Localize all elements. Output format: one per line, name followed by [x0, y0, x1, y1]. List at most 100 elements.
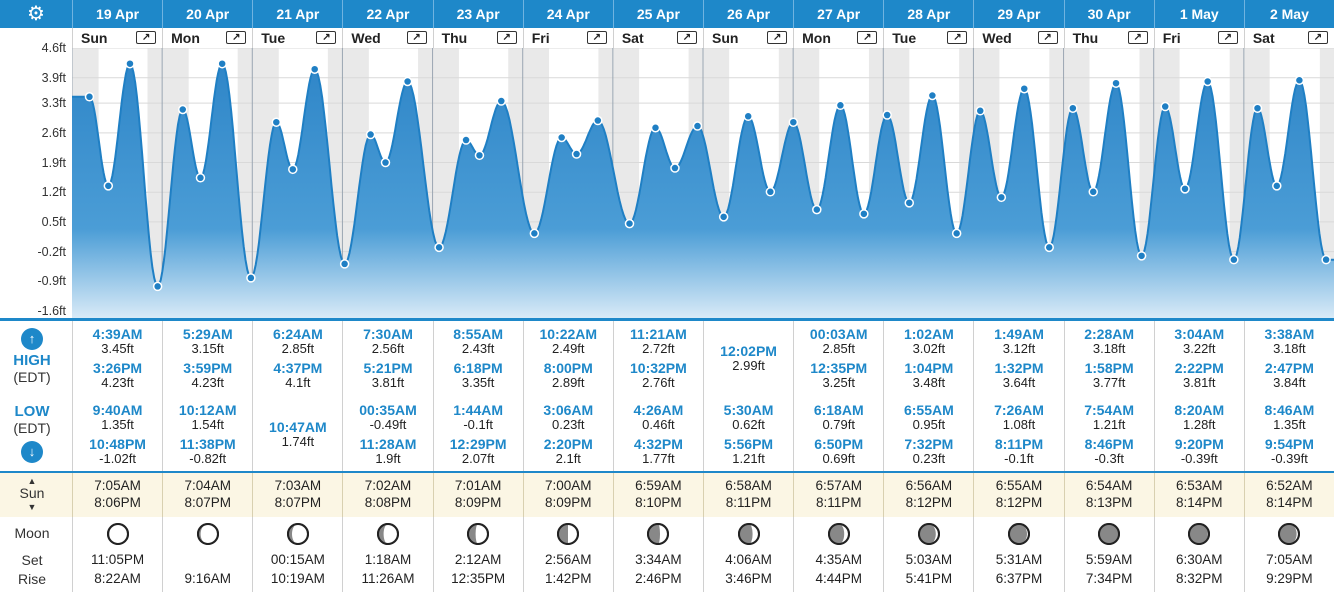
tide-point	[904, 198, 915, 208]
moon-rise-time: 3:46PM	[725, 571, 772, 586]
day-header: 27 Apr Mon ↗	[793, 0, 884, 48]
expand-icon[interactable]: ↗	[136, 31, 157, 44]
weekday-label: Mon	[802, 30, 831, 46]
gear-icon[interactable]: ⚙	[0, 0, 72, 28]
tide-time: 8:46PM	[1084, 436, 1134, 452]
expand-icon[interactable]: ↗	[1217, 31, 1238, 44]
tide-time: 8:11PM	[994, 436, 1044, 452]
moon-set-time: 11:05PM	[91, 552, 145, 567]
expand-icon[interactable]: ↗	[857, 31, 878, 44]
expand-icon[interactable]: ↗	[1307, 31, 1328, 44]
tide-time: 2:22PM	[1174, 360, 1224, 376]
day-date: 20 Apr	[162, 0, 253, 28]
tide-time: 8:46AM	[1264, 402, 1315, 418]
high-tide-entry: 2:47PM 3.84ft	[1245, 361, 1334, 390]
sun-day-column: 6:59AM 8:10PM	[612, 473, 703, 517]
expand-icon[interactable]: ↗	[496, 31, 517, 44]
moon-set-time: 2:12AM	[454, 552, 502, 567]
expand-icon[interactable]: ↗	[1127, 31, 1148, 44]
tide-area	[72, 63, 1334, 318]
tide-height: -0.1ft	[1004, 451, 1034, 466]
moon-phase-icon	[1098, 523, 1121, 545]
high-tide-entry: 3:04AM 3.22ft	[1155, 327, 1244, 356]
low-tide-entry: 2:20PM 2.1ft	[524, 437, 613, 466]
weekday-label: Tue	[261, 30, 286, 46]
tide-point	[975, 106, 986, 116]
moon-day-column: 4:06AM 3:46PM	[703, 517, 793, 592]
day-date: 25 Apr	[612, 0, 703, 28]
header-corner	[0, 28, 72, 48]
moon-rise-time: 6:37PM	[995, 571, 1043, 586]
tide-point	[309, 64, 320, 74]
moon-rise-time: 10:19AM	[270, 571, 325, 586]
tide-height: 3.84ft	[1273, 375, 1306, 390]
moon-phase-icon	[106, 523, 129, 545]
high-tide-entry: 10:22AM 2.49ft	[524, 327, 613, 356]
sun-day-column: 6:54AM 8:13PM	[1063, 473, 1154, 517]
expand-icon[interactable]: ↗	[586, 31, 607, 44]
expand-icon[interactable]: ↗	[226, 31, 247, 44]
low-tide-entry: 7:26AM 1.08ft	[974, 403, 1063, 432]
day-weekday: Mon ↗	[162, 28, 253, 48]
tide-point	[177, 104, 188, 115]
expand-icon[interactable]: ↗	[947, 31, 968, 44]
tide-height: 2.89ft	[552, 375, 585, 390]
high-tide-entry: 7:30AM 2.56ft	[343, 327, 432, 356]
day-header: 1 May Fri ↗	[1153, 0, 1244, 48]
sunrise-time: 6:57AM	[815, 478, 862, 493]
tide-day-column: 1:02AM 3.02ft 1:04PM 3.48ft 6:55AM 0.95ft 7:32…	[883, 321, 973, 471]
expand-icon[interactable]: ↗	[316, 31, 337, 44]
tide-time: 4:32PM	[633, 436, 683, 452]
tide-time: 6:50PM	[814, 436, 864, 452]
tide-point	[835, 100, 846, 111]
low-tide-entry: 8:11PM -0.1ft	[974, 437, 1063, 466]
moon-day-column: 3:34AM 2:46PM	[612, 517, 703, 592]
tide-point	[1044, 242, 1054, 253]
tide-time: 2:28AM	[1084, 326, 1135, 342]
low-tide-entry: 5:56PM 1.21ft	[704, 437, 793, 466]
moon-phase-icon	[376, 523, 399, 545]
tide-height: 1.21ft	[1092, 417, 1126, 432]
tide-point	[788, 117, 799, 127]
tide-point	[496, 96, 507, 106]
high-tide-entry: 1:58PM 3.77ft	[1065, 361, 1154, 390]
arrow-up-icon[interactable]: ↑	[21, 328, 43, 350]
expand-icon[interactable]: ↗	[406, 31, 427, 44]
tide-height: -1.02ft	[99, 451, 136, 466]
tide-time: 1:04PM	[904, 360, 954, 376]
moon-day-column: 1:18AM 11:26AM	[342, 517, 432, 592]
tide-point	[1160, 101, 1170, 112]
tide-height: -0.3ft	[1094, 451, 1124, 466]
expand-icon[interactable]: ↗	[676, 31, 697, 44]
tide-point	[1272, 181, 1282, 191]
weekday-label: Wed	[982, 30, 1012, 46]
tide-time: 3:38AM	[1264, 326, 1315, 342]
high-tide-entry: 4:39AM 3.45ft	[73, 327, 162, 356]
expand-icon[interactable]: ↗	[767, 31, 788, 44]
tide-point	[670, 163, 680, 173]
tide-time: 6:24AM	[272, 326, 323, 342]
arrow-down-icon[interactable]: ↓	[21, 441, 43, 463]
sun-label: Sun	[19, 485, 45, 501]
moon-rise-time: 8:32PM	[1176, 571, 1223, 586]
sun-day-column: 7:02AM 8:08PM	[342, 473, 432, 517]
tide-point	[434, 242, 444, 253]
high-tide-entry: 1:04PM 3.48ft	[884, 361, 973, 390]
tide-point	[1068, 103, 1078, 113]
sun-day-column: 7:03AM 8:07PM	[252, 473, 342, 517]
tide-height: 3.18ft	[1273, 341, 1306, 356]
weekday-label: Thu	[1072, 30, 1099, 46]
moon-set-time: 5:31AM	[995, 552, 1043, 567]
moon-rise-time: 2:46PM	[635, 571, 682, 586]
sun-day-column: 7:05AM 8:06PM	[72, 473, 162, 517]
sun-day-column: 6:58AM 8:11PM	[703, 473, 793, 517]
day-weekday: Tue ↗	[883, 28, 974, 48]
sun-label-box: Sun ▲ ▼	[0, 473, 64, 517]
low-tide-entry: 10:48PM -1.02ft	[73, 437, 162, 466]
low-tide-entry: 1:44AM -0.1ft	[434, 403, 523, 432]
sunrise-time: 6:54AM	[1085, 478, 1133, 493]
moon-phase-icon	[737, 523, 760, 545]
expand-icon[interactable]: ↗	[1037, 31, 1058, 44]
moon-rise-time: 1:42PM	[545, 571, 592, 586]
y-tick-label: 3.9ft	[41, 70, 66, 85]
